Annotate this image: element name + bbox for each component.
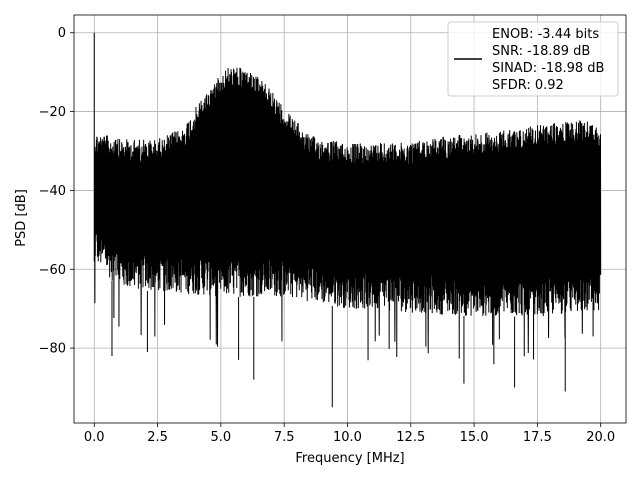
x-tick-label: 17.5 bbox=[523, 430, 552, 445]
x-axis-ticks: 0.0 2.5 5.0 7.5 10.0 12.5 15.0 17.5 20.0 bbox=[84, 423, 615, 445]
x-tick-label: 2.5 bbox=[147, 430, 168, 445]
x-tick-label: 12.5 bbox=[396, 430, 425, 445]
x-tick-label: 15.0 bbox=[460, 430, 489, 445]
y-tick-label: −40 bbox=[39, 184, 66, 199]
psd-trace-series bbox=[93, 32, 602, 408]
x-tick-label: 7.5 bbox=[274, 430, 295, 445]
legend-text-snr: SNR: -18.89 dB bbox=[492, 44, 590, 59]
legend: ENOB: -3.44 bits SNR: -18.89 dB SINAD: -… bbox=[447, 21, 619, 97]
y-tick-label: −60 bbox=[39, 263, 66, 278]
y-axis-label: PSD [dB] bbox=[14, 189, 29, 247]
y-tick-label: 0 bbox=[58, 26, 66, 41]
plot-area-border bbox=[73, 14, 627, 424]
legend-text-sfdr: SFDR: 0.92 bbox=[492, 78, 564, 93]
x-tick-label: 5.0 bbox=[211, 430, 232, 445]
y-axis-ticks: 0 −20 −40 −60 −80 bbox=[39, 26, 74, 357]
x-tick-label: 0.0 bbox=[84, 430, 105, 445]
y-tick-label: −20 bbox=[39, 105, 66, 120]
axes-frame bbox=[73, 14, 627, 424]
legend-box bbox=[447, 21, 619, 97]
legend-text-sinad: SINAD: -18.98 dB bbox=[492, 61, 604, 76]
x-axis-label: Frequency [MHz] bbox=[295, 451, 404, 466]
psd-trace-line bbox=[93, 32, 602, 408]
y-tick-label: −80 bbox=[39, 342, 66, 357]
x-tick-label: 20.0 bbox=[586, 430, 615, 445]
x-tick-label: 10.0 bbox=[333, 430, 362, 445]
legend-text-enob: ENOB: -3.44 bits bbox=[492, 27, 599, 42]
